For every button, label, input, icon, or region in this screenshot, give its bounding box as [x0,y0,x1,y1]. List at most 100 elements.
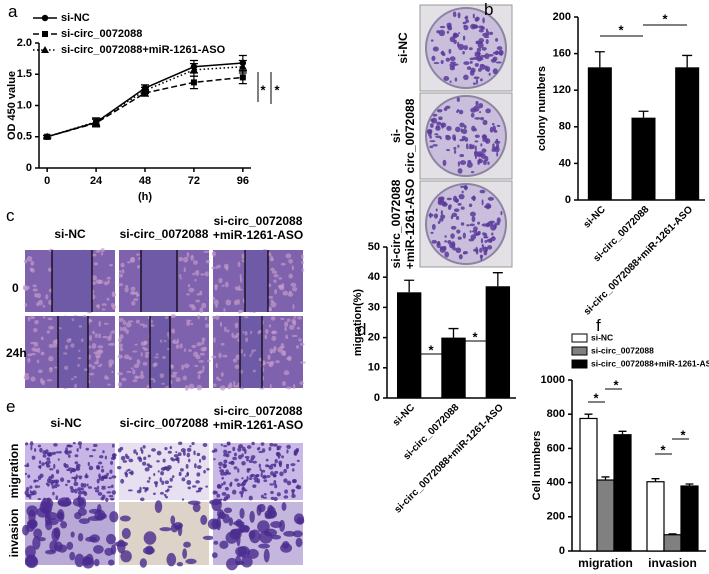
texture-dot [29,496,32,500]
texture-dot [23,374,30,381]
marker [42,31,48,37]
significance-mark: * [618,22,624,37]
texture-dot [289,324,295,330]
texture-dot [283,478,288,483]
texture-dot [182,548,188,559]
texture-dot [55,482,59,485]
texture-dot [269,255,274,262]
bar [663,534,682,552]
panel-label: b [484,0,494,19]
texture-dot [159,491,164,495]
texture-dot [149,324,155,327]
bar [587,67,612,200]
texture-dot [241,477,244,480]
texture-dot [42,450,47,455]
texture-dot [489,31,494,36]
texture-dot [147,454,151,458]
texture-dot [465,143,469,150]
texture-dot [205,323,210,328]
texture-dot [140,370,144,376]
texture-dot [270,299,274,304]
texture-dot [474,140,479,143]
texture-dot [95,304,100,308]
texture-dot [281,455,285,459]
texture-dot [270,316,276,321]
texture-dot [184,384,189,391]
texture-dot [449,80,452,83]
texture-dot [435,135,442,139]
error-bar [638,110,649,118]
texture-dot [153,481,159,485]
texture-dot [431,223,436,230]
texture-dot [488,72,491,76]
texture-dot [468,47,473,51]
texture-dot [495,61,502,64]
texture-dot [181,364,185,371]
significance-mark: * [593,390,599,405]
texture-dot [143,531,157,545]
texture-dot [159,373,165,379]
texture-dot [205,485,209,488]
texture-dot [196,384,203,391]
texture-dot [98,461,103,465]
texture-dot [46,330,50,334]
y-tick-label: 0.5 [17,131,32,143]
texture-dot [223,308,226,312]
texture-dot [114,541,129,547]
texture-dot [94,333,98,338]
texture-dot [60,477,65,483]
texture-dot [196,452,201,457]
texture-dot [462,232,466,239]
texture-dot [183,541,191,548]
texture-dot [256,447,260,451]
texture-dot [286,318,291,323]
texture-dot [143,546,155,555]
texture-dot [481,134,487,140]
texture-dot [469,211,476,217]
texture-dot [106,533,116,545]
texture-dot [107,279,110,284]
texture-dot [466,224,470,227]
texture-dot [442,201,447,207]
texture-dot [81,487,84,491]
texture-dot [246,475,249,481]
texture-dot [142,486,146,490]
texture-dot [119,347,124,352]
texture-dot [485,247,488,253]
texture-dot [153,362,158,367]
legend-label: si-circ_0072088 [591,345,654,355]
bar [646,481,665,552]
texture-dot [220,443,223,447]
texture-dot [285,253,292,259]
texture-dot [250,455,256,459]
texture-dot [42,316,46,319]
texture-dot [487,196,494,201]
texture-dot [127,468,131,472]
texture-dot [125,453,128,458]
texture-dot [217,378,222,381]
texture-dot [280,350,286,356]
texture-dot [203,469,206,474]
scratch-gap [245,250,268,312]
texture-dot [91,342,97,349]
texture-dot [97,492,103,496]
texture-dot [100,248,105,253]
texture-dot [255,474,260,477]
texture-dot [222,354,228,358]
texture-dot [202,365,205,372]
significance-mark: * [274,82,280,97]
texture-dot [103,281,109,286]
texture-dot [37,465,42,469]
texture-dot [448,48,452,54]
texture-dot [49,367,53,370]
texture-dot [146,480,151,483]
y-tick-label: 120 [553,84,571,96]
texture-dot [24,373,29,376]
texture-dot [226,329,230,333]
texture-dot [450,215,454,220]
texture-dot [90,320,93,323]
texture-dot [144,467,150,472]
texture-dot [110,456,116,461]
texture-dot [270,463,276,467]
texture-dot [444,235,447,238]
